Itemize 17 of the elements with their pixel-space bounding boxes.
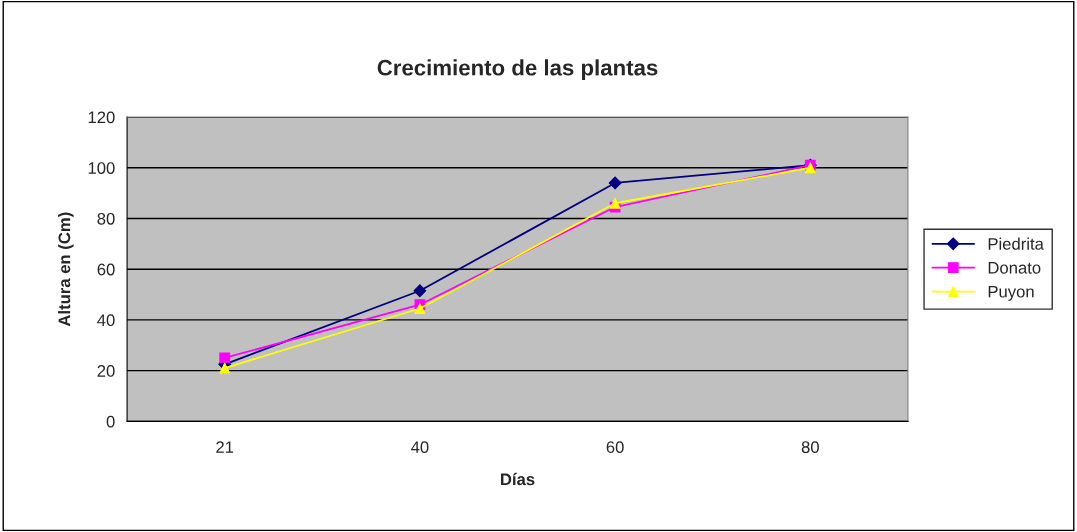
y-tick-label: 40 [97,314,115,327]
x-axis-title: Días [501,472,535,486]
chart-title: Crecimiento de las plantas [377,59,658,80]
x-tick-label: 21 [216,441,234,453]
y-axis-title: Altura en (Cm) [58,212,74,327]
legend-label: Puyon [988,285,1034,301]
x-tick-label: 80 [801,441,819,454]
legend-label: Donato [988,262,1041,274]
x-tick-label: 60 [606,441,624,454]
legend-label: Piedrita [988,237,1044,250]
y-tick-label: 60 [97,263,115,276]
y-tick-label: 20 [97,365,115,377]
y-tick-label: 0 [106,415,115,428]
x-tick-label: 40 [411,441,429,454]
y-tick-label: 120 [88,111,115,124]
y-tick-label: 100 [88,162,115,174]
y-tick-label: 80 [97,212,115,225]
